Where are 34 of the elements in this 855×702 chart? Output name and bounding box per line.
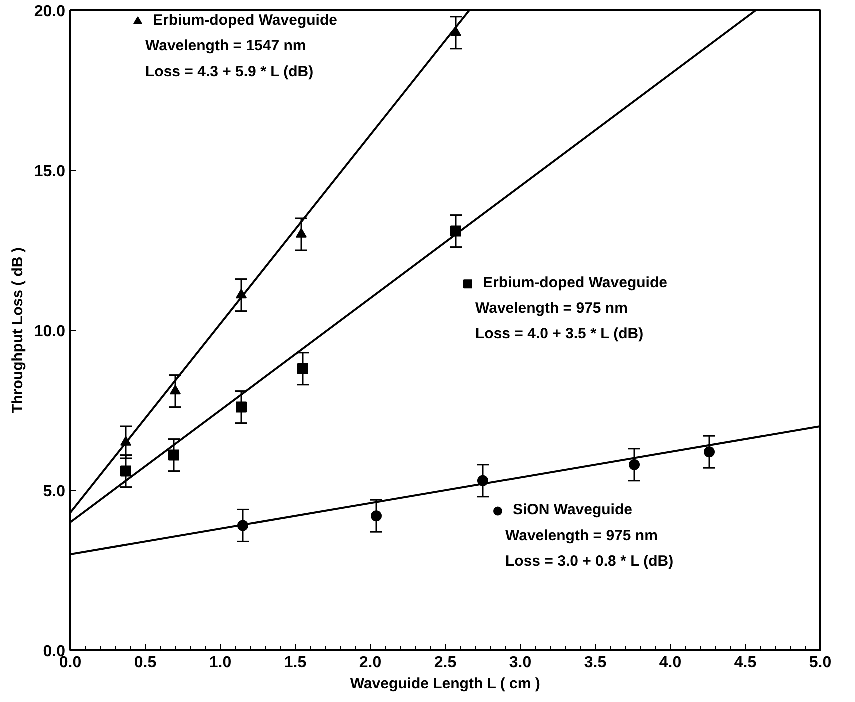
point [120,466,132,477]
point [168,450,180,461]
point [298,363,308,374]
x-tick-label: 5.0 [809,654,832,672]
point [629,459,640,470]
point [704,446,715,458]
point [371,510,382,522]
y-tick-label: 15.0 [34,164,66,180]
x-tick-label: 3.0 [509,654,532,672]
x-tick-label: 1.5 [284,654,307,672]
legend-label: SiON Waveguide [513,502,632,519]
annotation: Loss = 4.0 + 3.5 * L (dB) [476,326,644,343]
legend-label: Erbium-doped Waveguide [153,12,338,30]
x-tick-label: 2.5 [434,654,457,672]
annotation: Wavelength = 975 nm [506,527,658,544]
point [170,385,181,395]
x-tick-label: 3.5 [584,654,607,672]
x-tick-label: 4.0 [659,654,682,672]
y-axis-title: Throughput Loss ( dB ) [9,248,26,414]
legend-label: Erbium-doped Waveguide [483,274,668,292]
x-tick-label: 0.5 [134,654,157,672]
x-tick-label: 1.0 [209,654,232,672]
y-tick-label: 5.0 [43,484,66,500]
point [296,228,307,238]
annotation: Loss = 4.3 + 5.9 * L (dB) [146,63,314,80]
point [236,402,247,413]
x-tick-label: 4.5 [734,654,757,672]
annotation: Wavelength = 1547 nm [146,38,306,55]
x-tick-label: 2.0 [359,654,382,672]
y-tick-label: 20.0 [34,4,66,20]
annotation: Wavelength = 975 nm [476,300,628,318]
annotation: Loss = 3.0 + 0.8 * L (dB) [506,552,674,570]
x-axis-title: Waveguide Length L ( cm ) [350,676,540,692]
y-tick-label: 10.0 [34,324,66,340]
